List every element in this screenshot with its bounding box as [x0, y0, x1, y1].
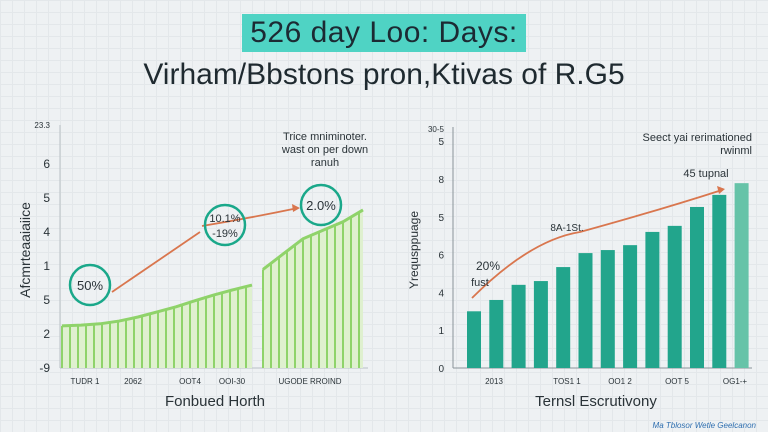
y-tick-label: 23.3	[34, 121, 50, 130]
x-tick-label: TOS1 1	[553, 377, 581, 386]
y-tick-label: 4	[438, 288, 444, 299]
bar	[734, 183, 749, 368]
y-tick-label: -9	[39, 361, 50, 375]
bar	[533, 281, 548, 368]
y-tick-label: 8	[438, 175, 444, 186]
y-tick-label: 5	[438, 137, 444, 148]
bar	[667, 225, 682, 368]
y-tick-label: 5	[43, 191, 50, 205]
y-tick-label: 0	[438, 364, 444, 375]
footer-credit: Ma Tblosor Wetle Geelcanon	[652, 421, 756, 430]
annotation-note: ranuh	[311, 157, 339, 169]
bar	[556, 267, 571, 368]
y-tick-label: 4	[43, 225, 50, 239]
bar	[467, 311, 481, 368]
bar	[578, 253, 593, 368]
y-axis-label: Yrequsppuage	[407, 211, 421, 289]
annotation-label: 45 tupnal	[683, 168, 728, 180]
bar	[623, 245, 638, 368]
arrow-head	[717, 186, 725, 194]
highlight-circle	[299, 183, 343, 227]
bar	[489, 299, 504, 368]
highlight-circle	[68, 263, 112, 307]
x-tick-label: OOI-30	[219, 377, 246, 386]
x-axis-label: Ternsl Escrutivony	[535, 393, 657, 410]
bar	[600, 250, 615, 368]
x-tick-label: TUDR 1	[71, 377, 100, 386]
circle-label: 10.1%	[209, 213, 240, 225]
circle-label: 2.0%	[306, 198, 336, 213]
trend-arrow	[471, 189, 723, 299]
bar	[511, 284, 526, 368]
bar	[712, 194, 727, 368]
circle-label: 50%	[77, 278, 103, 293]
page-title: 526 day Loo: Days:	[242, 14, 526, 52]
x-tick-label: OOT4	[179, 377, 201, 386]
y-tick-label: 5	[43, 293, 50, 307]
x-tick-label: UGODE RROIND	[278, 377, 341, 386]
y-tick-label: 2	[43, 327, 50, 341]
annotation-note: Seect yai rerimationed	[643, 132, 752, 144]
x-tick-label: OO1 2	[608, 377, 632, 386]
circle-label: -19%	[212, 228, 238, 240]
arrow-head	[292, 204, 300, 212]
area-line	[262, 208, 364, 271]
x-tick-label: OG1-+	[723, 377, 748, 386]
annotation-label: fust	[471, 277, 489, 289]
annotation-note: rwinml	[720, 145, 752, 157]
page-subtitle: Virham/Bbstons pron,Ktivas of R.G5	[143, 58, 625, 91]
x-tick-label: OOT 5	[665, 377, 689, 386]
y-tick-label: 6	[438, 251, 444, 262]
x-tick-label: 2013	[485, 377, 503, 386]
trend-arrow	[111, 207, 299, 293]
annotation-note: wast on per down	[281, 144, 368, 156]
bar	[645, 231, 660, 368]
y-tick-label: 1	[43, 259, 50, 273]
x-tick-label: 2062	[124, 377, 142, 386]
y-axis-label: Afcmrteaaiaiice	[17, 202, 33, 298]
y-tick-label: 1	[438, 326, 444, 337]
y-tick-label: 6	[43, 157, 50, 171]
annotation-label: 20%	[476, 259, 500, 273]
annotation-label: 8A-1St.	[550, 223, 583, 234]
highlight-circle	[203, 203, 247, 247]
x-axis-label: Fonbued Horth	[165, 393, 265, 410]
y-tick-label: 30-5	[428, 125, 445, 134]
bar	[690, 206, 704, 368]
y-tick-label: 5	[438, 213, 444, 224]
annotation-note: Trice mniminoter.	[283, 131, 367, 143]
